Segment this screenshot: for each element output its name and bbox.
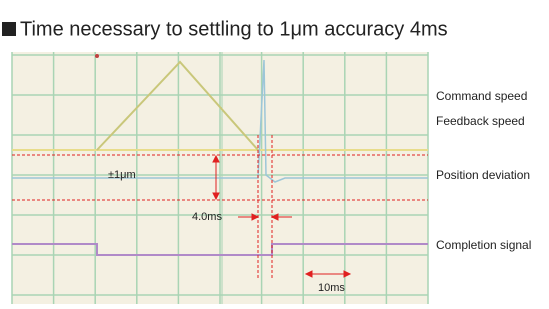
legend-label: Feedback speed <box>436 114 525 128</box>
figure: Time necessary to settling to 1μm accura… <box>0 0 549 304</box>
legend-label: Command speed <box>436 89 527 103</box>
scale-label: 10ms <box>318 282 345 294</box>
legend-label: Position deviation <box>436 168 530 182</box>
deviation-label: ±1μm <box>108 169 136 181</box>
trigger-marker <box>95 54 99 58</box>
title: Time necessary to settling to 1μm accura… <box>20 18 448 40</box>
title-bullet <box>2 22 16 36</box>
settling-label: 4.0ms <box>192 211 222 223</box>
legend-label: Completion signal <box>436 238 531 252</box>
